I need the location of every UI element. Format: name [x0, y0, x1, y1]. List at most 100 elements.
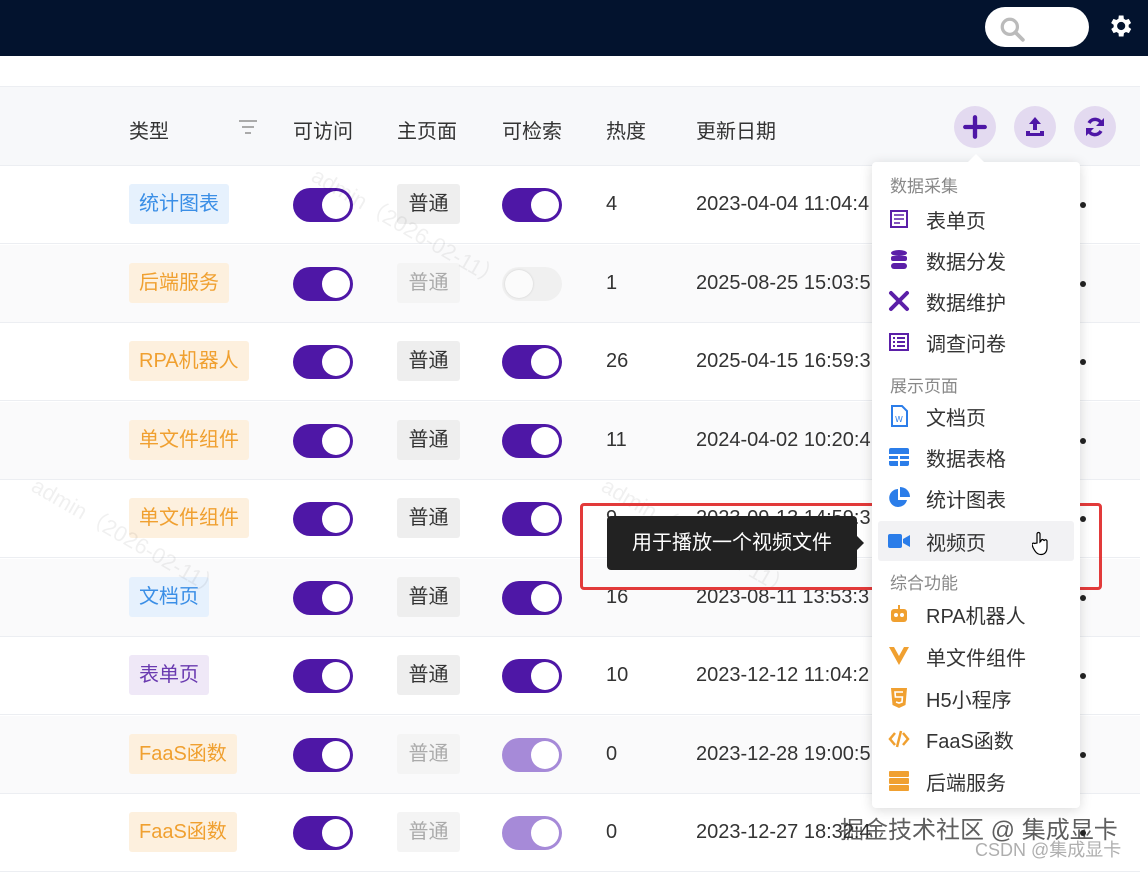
gear-icon[interactable]: [1106, 12, 1134, 40]
access-toggle[interactable]: [293, 188, 353, 222]
menu-item[interactable]: 数据表格: [878, 437, 1074, 477]
header-home: 主页面: [397, 121, 457, 143]
update-date: 2025-04-15 16:59:3: [696, 350, 871, 372]
menu-item-label: RPA机器人: [926, 605, 1026, 628]
hand-cursor-icon: [1032, 531, 1048, 556]
more-icon[interactable]: [1080, 830, 1086, 836]
menu-group-label: 数据采集: [890, 177, 958, 196]
type-tag: 后端服务: [129, 262, 229, 303]
type-tag: 文档页: [129, 576, 209, 617]
menu-item[interactable]: 数据分发: [878, 240, 1074, 280]
refresh-button[interactable]: [1074, 106, 1116, 148]
menu-item-label: 后端服务: [926, 772, 1006, 795]
menu-item[interactable]: FaaS函数: [878, 719, 1074, 759]
access-toggle[interactable]: [293, 345, 353, 379]
access-toggle[interactable]: [293, 659, 353, 693]
search-icon: [1000, 17, 1025, 42]
more-icon[interactable]: [1080, 673, 1086, 679]
robot-icon: [888, 603, 910, 625]
heat-value: 26: [606, 350, 629, 372]
menu-item[interactable]: 数据维护: [878, 281, 1074, 321]
type-tag: 单文件组件: [129, 419, 249, 460]
home-page-button[interactable]: 普通: [397, 576, 460, 617]
add-button[interactable]: [954, 106, 996, 148]
heat-value: 11: [606, 428, 627, 451]
access-toggle[interactable]: [293, 816, 353, 850]
home-page-button[interactable]: 普通: [397, 184, 460, 224]
form-icon: [888, 208, 910, 230]
searchable-toggle[interactable]: [502, 659, 562, 693]
access-toggle[interactable]: [293, 423, 353, 458]
update-date: 2024-04-02 10:20:4: [696, 428, 871, 451]
table-header: 类型 可访问 主页面 可检索 热度 更新日期: [0, 86, 1140, 166]
searchable-toggle[interactable]: [502, 345, 562, 379]
menu-item[interactable]: 调查问卷: [878, 322, 1074, 362]
menu-item[interactable]: 后端服务: [878, 761, 1074, 801]
html5-icon: [888, 687, 910, 709]
filter-icon[interactable]: [238, 119, 258, 135]
update-date: 2023-12-28 19:00:5: [696, 742, 871, 765]
more-icon[interactable]: [1080, 594, 1086, 601]
header-type: 类型: [129, 121, 169, 143]
menu-item[interactable]: 统计图表: [878, 478, 1074, 518]
menu-item-label: 表单页: [926, 210, 986, 233]
menu-item[interactable]: 视频页: [878, 521, 1074, 561]
home-page-button[interactable]: 普通: [397, 655, 460, 695]
menu-item[interactable]: 单文件组件: [878, 636, 1074, 676]
list-icon: [888, 331, 910, 353]
home-page-button[interactable]: 普通: [397, 812, 460, 852]
header-heat: 热度: [606, 121, 646, 143]
tooltip: 用于播放一个视频文件: [607, 516, 864, 570]
heat-value: 0: [606, 742, 618, 765]
search-box[interactable]: [985, 7, 1089, 47]
searchable-toggle[interactable]: [502, 737, 562, 772]
searchable-toggle[interactable]: [502, 266, 562, 301]
searchable-toggle[interactable]: [502, 423, 562, 458]
upload-icon: [1026, 117, 1044, 136]
more-icon[interactable]: [1080, 280, 1086, 287]
home-page-button[interactable]: 普通: [397, 419, 460, 460]
access-toggle[interactable]: [293, 737, 353, 772]
searchable-toggle[interactable]: [502, 816, 562, 850]
menu-item[interactable]: RPA机器人: [878, 594, 1074, 634]
menu-item-label: 视频页: [926, 532, 986, 555]
access-toggle[interactable]: [293, 580, 353, 615]
heat-value: 4: [606, 193, 618, 215]
menu-item-label: FaaS函数: [926, 730, 1014, 753]
access-toggle[interactable]: [293, 266, 353, 301]
menu-item[interactable]: H5小程序: [878, 678, 1074, 718]
update-date: 2025-08-25 15:03:5: [696, 271, 871, 294]
watermark-csdn: CSDN @集成显卡: [975, 840, 1122, 860]
more-icon[interactable]: [1080, 202, 1086, 208]
menu-item[interactable]: 表单页: [878, 199, 1074, 239]
table-row: 表单页 普通 10 2023-12-12 11:04:2: [0, 637, 1140, 715]
searchable-toggle[interactable]: [502, 502, 562, 536]
add-icon: [963, 115, 987, 139]
home-page-button[interactable]: 普通: [397, 733, 460, 774]
watermark-juejin: 掘金技术社区 @ 集成显卡: [840, 817, 1118, 844]
home-page-button[interactable]: 普通: [397, 262, 460, 303]
more-icon[interactable]: [1080, 437, 1086, 444]
pie-chart-icon: [888, 487, 910, 509]
menu-item-label: 数据分发: [926, 251, 1006, 274]
type-tag: 单文件组件: [129, 498, 249, 538]
menu-item-label: 调查问卷: [926, 333, 1006, 356]
more-icon[interactable]: [1080, 751, 1086, 758]
menu-item[interactable]: W 文档页: [878, 396, 1074, 436]
word-file-icon: W: [888, 405, 910, 427]
home-page-button[interactable]: 普通: [397, 498, 460, 538]
more-icon[interactable]: [1080, 359, 1086, 365]
code-icon: [888, 728, 910, 750]
access-toggle[interactable]: [293, 502, 353, 536]
home-page-button[interactable]: 普通: [397, 341, 460, 381]
upload-button[interactable]: [1014, 106, 1056, 148]
menu-group-label: 综合功能: [890, 574, 958, 593]
searchable-toggle[interactable]: [502, 188, 562, 222]
highlight-box: [580, 503, 1102, 590]
searchable-toggle[interactable]: [502, 580, 562, 615]
menu-item-label: H5小程序: [926, 689, 1012, 712]
heat-value: 16: [606, 585, 629, 608]
more-icon[interactable]: [1080, 516, 1086, 522]
header-access: 可访问: [293, 121, 353, 143]
type-tag: FaaS函数: [129, 812, 237, 852]
